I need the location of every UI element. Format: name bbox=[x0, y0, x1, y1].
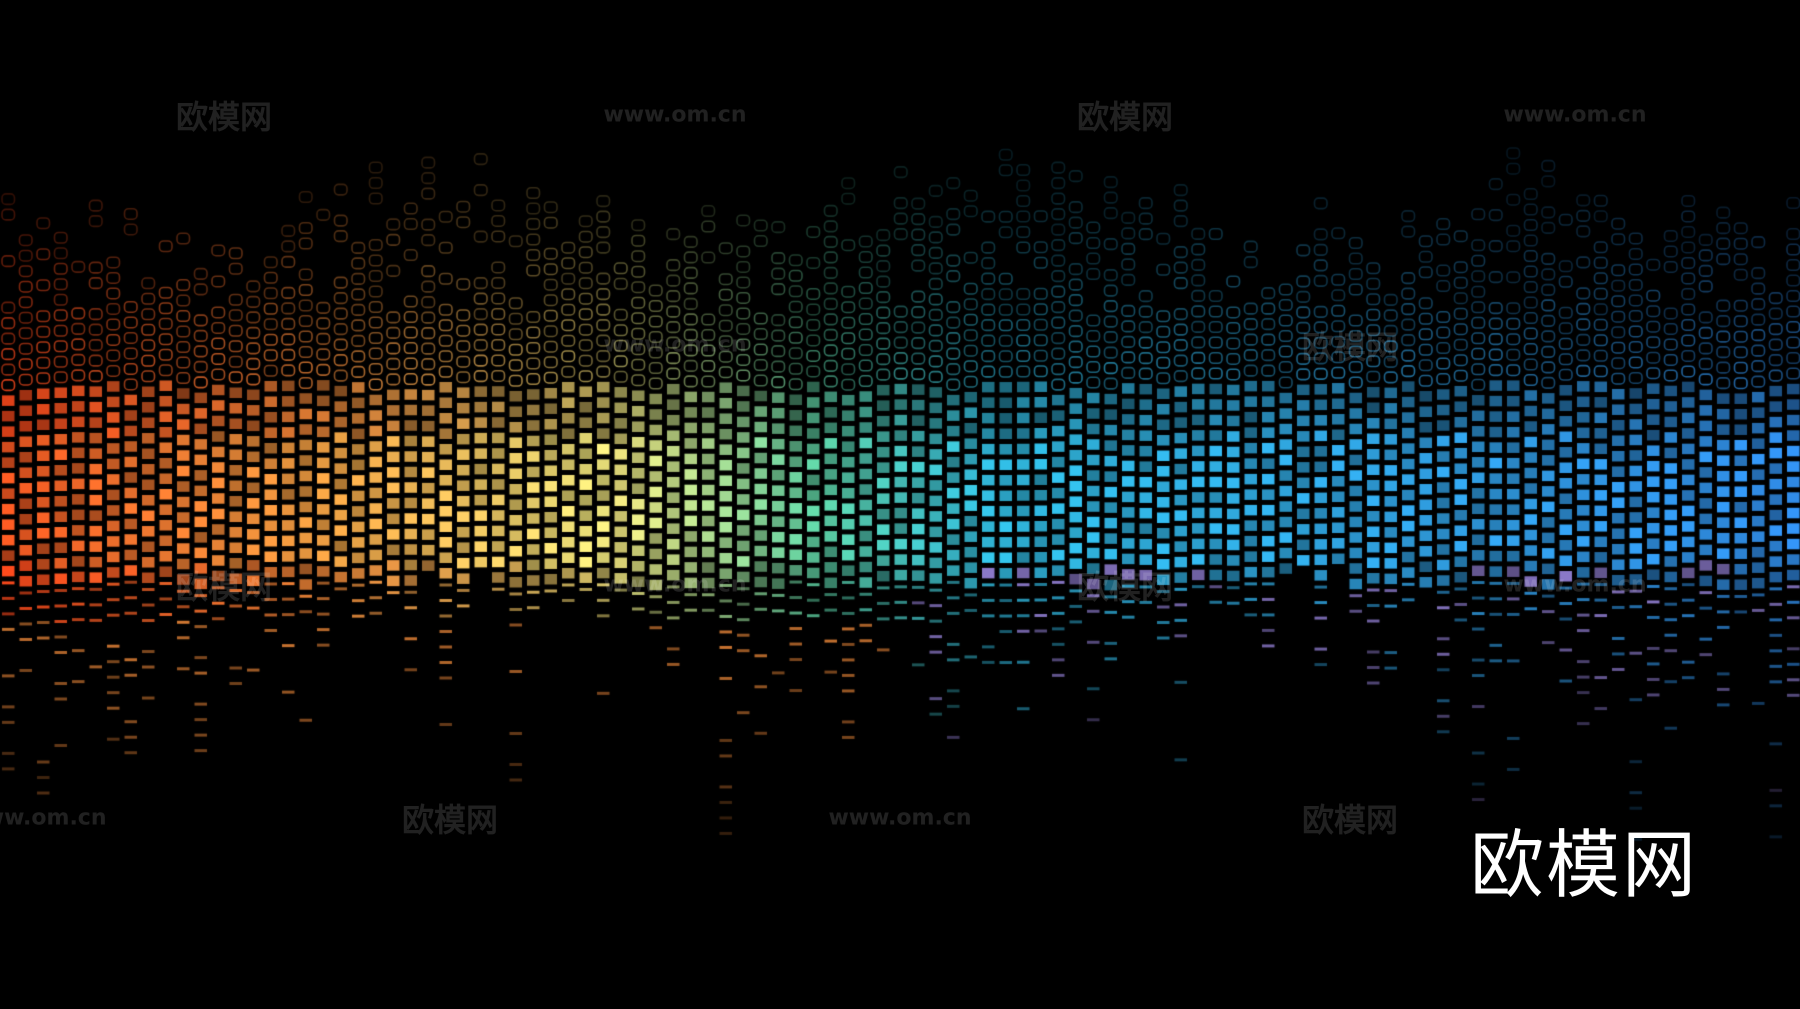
watermark-brand: 欧模网 bbox=[1076, 568, 1174, 606]
watermark-brand: 欧模网 bbox=[175, 568, 273, 606]
watermark-url: www.om.cn bbox=[1503, 572, 1647, 598]
watermark-brand: 欧模网 bbox=[401, 801, 499, 839]
watermark-brand: 欧模网 bbox=[1076, 98, 1174, 136]
watermark-url: www.om.cn bbox=[0, 805, 107, 831]
watermark-brand: 欧模网 bbox=[175, 98, 273, 136]
watermark-url: www.om.cn bbox=[603, 332, 747, 358]
watermark-url: www.om.cn bbox=[828, 805, 972, 831]
watermark-brand: 欧模网 bbox=[1301, 328, 1399, 366]
watermark-brand: 欧模网 bbox=[1301, 801, 1399, 839]
watermark-url: www.om.cn bbox=[1503, 102, 1647, 128]
watermark-url: www.om.cn bbox=[603, 572, 747, 598]
brand-logo: 欧模网 bbox=[1470, 822, 1698, 909]
watermark-url: www.om.cn bbox=[603, 102, 747, 128]
